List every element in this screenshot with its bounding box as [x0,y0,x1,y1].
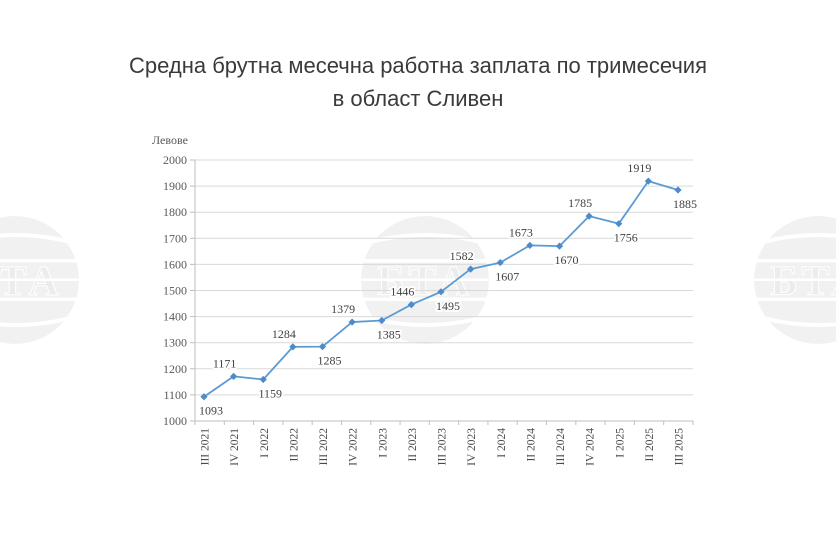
data-point-marker [407,300,415,309]
data-point-marker [289,343,297,351]
data-point-marker [437,288,445,296]
x-tick-label: III 2022 [318,428,330,466]
y-tick-label: 1100 [163,388,187,402]
x-tick-label: I 2024 [496,428,508,458]
data-point-label: 1379 [331,302,355,316]
x-tick-label: III 2021 [200,428,212,466]
data-point-label: 1171 [213,356,237,370]
x-tick-label: I 2022 [259,428,271,458]
data-point-label: 1495 [436,299,460,313]
y-tick-label: 1500 [163,284,187,298]
watermark-band [0,259,79,263]
x-tick-label: IV 2023 [466,428,478,466]
x-tick-label: I 2025 [614,428,626,458]
data-point-marker [615,220,623,228]
y-tick-label: 1800 [163,205,187,219]
data-point-label: 1285 [318,354,342,368]
data-point-marker [200,393,208,401]
y-tick-label: 1400 [163,310,187,324]
y-tick-label: 2000 [163,153,187,167]
data-point-label: 1607 [495,270,519,284]
x-tick-label: IV 2021 [229,428,241,466]
data-point-marker [259,375,267,384]
x-tick-label: IV 2024 [585,428,597,466]
x-tick-label: III 2025 [674,428,686,466]
x-tick-label: II 2024 [525,428,537,462]
data-point-label: 1756 [614,231,638,245]
bta-watermark: БТА [0,216,79,344]
watermark-band [0,297,79,301]
watermark-band [754,297,836,301]
x-tick-label: III 2024 [555,428,567,466]
watermark-band [754,278,836,281]
watermark-band [361,278,489,281]
data-point-marker [378,316,386,325]
data-point-marker [348,318,356,326]
y-tick-label: 1000 [163,414,187,428]
x-tick-label: III 2023 [437,428,449,466]
y-tick-label: 1600 [163,257,187,271]
data-point-marker [496,258,504,267]
data-point-marker [644,177,652,185]
data-point-marker [467,265,475,273]
watermark-band [361,259,489,263]
bta-watermark: БТА [754,216,836,344]
data-point-marker [674,186,682,194]
data-point-label: 1582 [450,249,474,263]
chart-title: Средна брутна месечна работна заплата по… [0,49,836,115]
data-point-marker [585,212,593,220]
y-tick-label: 1900 [163,179,187,193]
data-point-label: 1785 [568,196,592,210]
bta-watermark: БТА [361,216,489,344]
watermark-band [754,259,836,263]
data-point-label: 1670 [555,253,579,267]
x-tick-label: II 2025 [644,428,656,462]
data-point-label: 1673 [509,225,533,239]
x-tick-label: II 2023 [407,428,419,462]
chart-title-line1: Средна брутна месечна работна заплата по… [129,53,707,78]
data-point-marker [555,242,564,250]
y-tick-label: 1700 [163,231,187,245]
y-tick-label: 1300 [163,336,187,350]
x-tick-label: IV 2022 [348,428,360,466]
data-point-label: 1385 [377,328,401,342]
data-point-marker [526,241,534,249]
data-point-label: 1446 [390,285,414,299]
data-point-label: 1284 [272,327,296,341]
data-point-marker [318,343,327,351]
data-point-label: 1159 [258,387,282,401]
data-point-label: 1919 [627,161,651,175]
data-point-label: 1093 [199,404,223,418]
x-tick-label: II 2022 [288,428,300,462]
x-tick-label: I 2023 [377,428,389,458]
y-axis-title: Левове [152,133,188,147]
chart-title-line2: в област Сливен [332,86,504,111]
data-point-label: 1885 [673,197,697,211]
y-tick-label: 1200 [163,362,187,376]
watermark-band [0,278,79,281]
data-point-marker [230,372,238,380]
